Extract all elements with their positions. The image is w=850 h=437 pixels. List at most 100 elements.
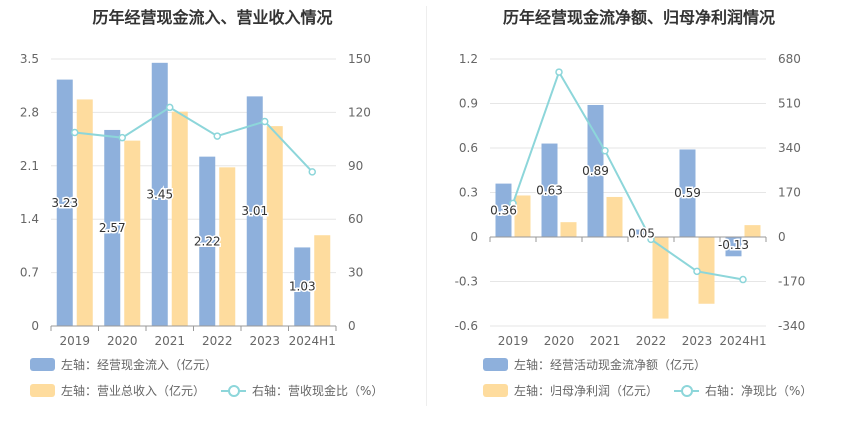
panel-divider [426,6,427,406]
bar-series-2 [124,140,141,326]
y-right-tick-label: 30 [348,266,363,280]
line-point [213,132,221,140]
x-tick-label: 2020 [107,334,138,348]
bar-series-2 [314,235,331,326]
legend-label: 左轴：营业总收入（亿元） [61,384,206,398]
chart-panel-netcash-profit: 历年经营现金流净额、归母净利润情况 -0.6 -0.3 0 0.3 0.6 0.9 1.2-… [428,0,850,437]
x-tick-label: 2021 [154,334,185,348]
legend-swatch [483,384,508,397]
bar-data-label: -0.13 [718,238,749,252]
y-left-tick-label: 2.1 [20,159,39,173]
legend-label: 右轴：营收现金比（%） [252,384,384,398]
line-point [555,68,563,76]
bar-series-1 [56,79,73,327]
chart-title: 历年经营现金流净额、归母净利润情况 [502,8,775,27]
legend-item[interactable]: 右轴：营收现金比（%） [221,382,383,399]
x-tick-label: 2022 [636,334,667,348]
line-point [509,199,517,208]
legend-swatch [30,358,55,371]
legend-item[interactable]: 左轴：经营现金流入（亿元） [30,356,217,373]
y-right-tick-label: 60 [348,212,363,226]
line-point [118,133,126,142]
line-series [74,106,313,173]
bar-series-2 [514,195,531,237]
chart-canvas: 0 0.7 1.4 2.1 2.8 3.5 0 30 60 90 120 150 2019 2020 202… [20,52,371,348]
chart-panel-cashflow-revenue: 历年经营现金流入、营业收入情况 0 0.7 1.4 2.1 2.8 3.5 0 30 60 90 1… [20,8,399,399]
line-point [71,128,79,137]
legend-label: 左轴：归母净利润（亿元） [514,384,659,398]
bar-series-2 [698,237,715,304]
y-right-tick-label: 0 [778,230,786,244]
y-left-tick-label: 0 [31,319,39,333]
legend-item[interactable]: 右轴：净现比（%） [674,382,812,399]
legend-row-2: 左轴：归母净利润（亿元） 右轴：净现比（%） [483,382,828,399]
line-point [739,275,747,284]
bar-series-2 [219,167,236,326]
legend-label: 左轴：经营现金流入（亿元） [61,358,218,372]
bar-series-1 [151,62,168,327]
bar-series-1 [199,156,216,326]
legend-item[interactable]: 左轴：营业总收入（亿元） [30,382,205,399]
y-left-tick-label: 3.5 [20,52,39,66]
bar-data-label: 0.36 [490,203,517,217]
chart-canvas: -0.6 -0.3 0 0.3 0.6 0.9 1.2 -340 -170 0 170 340 510 6… [455,52,806,348]
bar-series-2 [606,196,623,237]
line-point [601,146,609,155]
y-left-tick-label: 0.3 [459,186,478,200]
y-right-tick-label: 340 [778,141,801,155]
x-tick-label: 2019 [59,334,90,348]
y-right-tick-label: 170 [778,186,801,200]
bar-series-1 [495,183,512,237]
y-right-tick-label: -340 [778,319,805,333]
bar-series-1 [541,143,558,237]
bar-series-1 [246,96,263,326]
bar-data-label: 0.59 [674,186,701,200]
bar-series-2 [76,99,93,326]
bar-series-2 [266,126,283,326]
y-right-tick-label: 90 [348,159,363,173]
line-point [166,103,174,112]
legend-swatch-line [674,384,700,397]
y-right-tick-label: 680 [778,52,801,66]
legend-swatch [30,384,55,397]
y-left-tick-label: 1.4 [20,212,39,226]
bar-series-1 [725,237,742,257]
bar-series-1 [633,229,650,237]
bar-data-label: 1.03 [289,280,316,294]
line-point [693,267,701,276]
bar-data-label: 3.01 [241,204,268,218]
bar-data-label: 3.45 [146,187,173,201]
bar-data-label: 0.05 [628,226,655,240]
y-left-tick-label: 0 [470,230,478,244]
bar-series-1 [294,247,311,326]
bar-data-label: 2.57 [99,221,126,235]
y-right-tick-label: 510 [778,97,801,111]
bar-series-2 [652,237,669,319]
bar-data-label: 0.89 [582,164,609,178]
legend-item[interactable]: 左轴：经营活动现金流净额（亿元） [483,356,706,373]
chart-title: 历年经营现金流入、营业收入情况 [92,8,333,27]
y-right-tick-label: 0 [348,319,356,333]
line-series [512,69,744,281]
y-right-tick-label: 150 [348,52,371,66]
bar-series-1 [587,104,604,237]
y-left-tick-label: 0.6 [459,141,478,155]
y-left-tick-label: -0.6 [455,319,478,333]
bar-series-2 [560,222,577,237]
y-left-tick-label: 1.2 [459,52,478,66]
bar-data-label: 2.22 [194,234,221,248]
legend-row-1: 左轴：经营活动现金流净额（亿元） [483,356,722,373]
x-tick-label: 2022 [202,334,233,348]
line-point [647,235,655,244]
legend-swatch [483,358,508,371]
legend-item[interactable]: 左轴：归母净利润（亿元） [483,382,658,399]
bar-series-2 [744,225,761,237]
bar-data-label: 0.63 [536,183,563,197]
legend-row-2: 左轴：营业总收入（亿元） 右轴：营收现金比（%） [30,382,399,399]
x-tick-label: 2024H1 [719,334,766,348]
y-right-tick-label: 120 [348,105,371,119]
x-tick-label: 2019 [498,334,529,348]
y-left-tick-label: 2.8 [20,105,39,119]
legend-label: 右轴：净现比（%） [705,384,813,398]
y-right-tick-label: -170 [778,275,805,289]
